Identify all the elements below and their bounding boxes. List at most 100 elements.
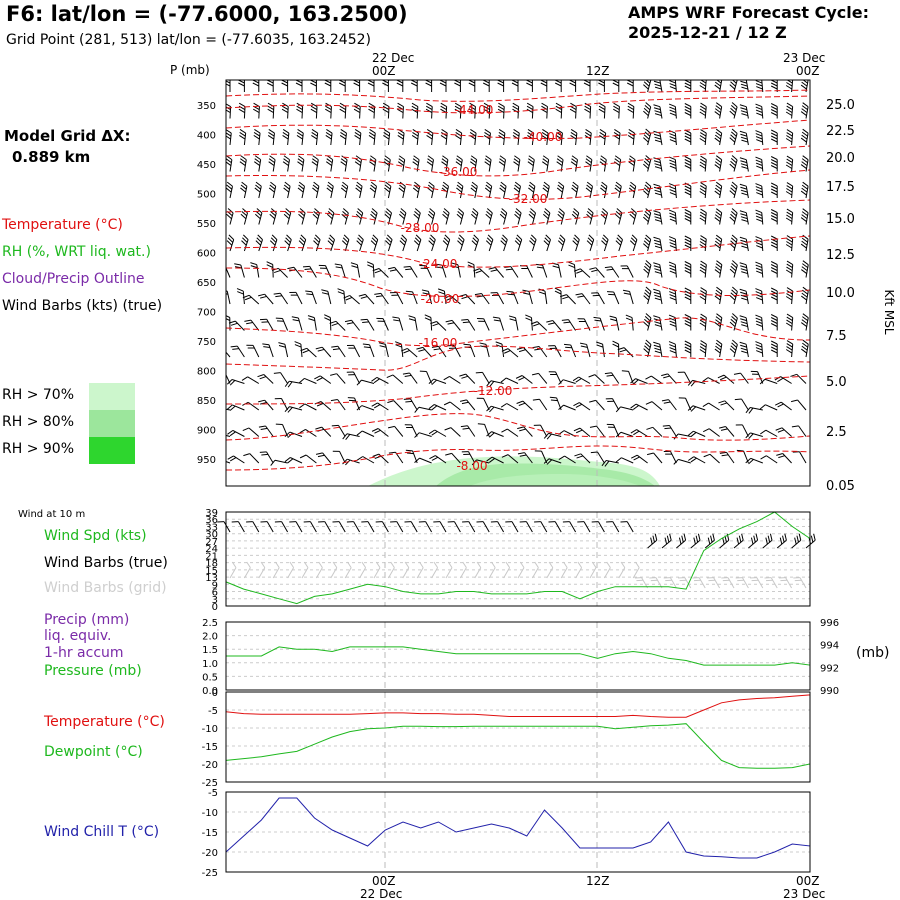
xs-barb-10-16-staff [453,345,461,358]
xs-barb-1-22-staff [546,106,548,119]
xs-barb-10-1-staff [236,345,245,358]
xs-barb-0-21-flag-2 [526,82,533,87]
xs-barb-9-37-flag-3 [756,323,763,327]
xs-barb-12-11-flag-0 [371,402,378,407]
xs-barb-7-36-staff [745,264,749,278]
xs-barb-10-3-flag-1 [263,346,271,349]
xs-barb-13-35-flag-1 [720,428,728,431]
height-ticks: 25.022.520.017.515.012.510.07.55.02.50.0… [826,98,855,494]
contour-label-3: -32.00 [509,192,548,206]
wind10-barb-true-39 [791,533,802,549]
xs-barb-5-12-flag-2 [399,213,405,220]
xs-barb-4-28-staff [632,186,637,199]
wind-tick-2: 33 [205,522,218,533]
xs-barb-9-2 [244,319,260,331]
xs-barb-6-29-staff [647,239,652,252]
xs-barb-11-9 [346,371,361,384]
xs-barb-8-19-flag-1 [492,294,499,297]
xs-barb-8-40-flag-1 [802,289,809,295]
xs-barb-7-14-flag-0 [419,265,427,267]
xs-barb-8-21 [522,289,533,305]
xs-barb-6-18-flag-1 [486,237,493,243]
xs-barb-3-10-flag-2 [369,161,376,166]
xs-barb-7-13-flag-0 [403,265,411,268]
xs-barb-2-39-flag-3 [785,138,793,143]
xs-barb-1-5-staff [301,106,304,119]
xs-barb-8-36-flag-1 [740,291,747,295]
legend-rh80-swatch [89,410,135,437]
xs-barb-3-34-flag-0 [715,155,722,161]
xs-barb-9-10 [360,318,375,331]
wind10-barb-true-5-staff [295,521,303,533]
xs-barb-13-35-staff [725,426,735,437]
xs-barb-9-4-staff [282,318,289,331]
xs-barb-12-29-flag-0 [630,403,637,409]
xs-barb-4-9-flag-0 [356,181,363,187]
xs-barb-14-12-flag-0 [388,451,396,454]
xs-barb-10-36-flag-0 [739,341,747,345]
xs-barb-5-21-flag-1 [529,210,536,217]
xs-barb-10-11-staff [384,344,389,358]
xs-barb-3-6 [311,155,319,172]
temperature-gridlines [226,709,810,765]
xs-barb-8-14 [421,289,433,305]
xs-barb-12-25 [573,402,591,411]
xs-barb-2-24-flag-2 [570,135,577,140]
xs-barb-2-4 [282,129,290,146]
height-tick-2: 20.0 [826,151,855,166]
xs-barb-12-25-staff [579,402,591,411]
xs-barb-11-3-flag-1 [259,376,267,380]
xs-barb-12-38-flag-0 [759,404,766,410]
xs-barb-1-7 [325,102,332,119]
xs-barb-9-11 [376,317,389,331]
xs-barb-12-20-staff [506,403,519,411]
xs-barb-6-17-flag-0 [473,234,479,240]
xs-barb-11-17 [459,373,476,384]
xs-barb-7-39-flag-2 [786,266,793,271]
xs-barb-3-19-flag-2 [498,161,505,166]
xs-barb-3-35-flag-1 [730,157,737,164]
xs-barb-7-35-staff [733,264,738,278]
xs-barb-2-17 [469,129,477,146]
xs-barb-10-30-staff [659,344,663,358]
xs-barb-1-36-staff [745,106,749,119]
xs-barb-12-28-staff [620,406,634,411]
xs-barb-3-34-flag-3 [714,164,721,169]
xs-barb-7-6-flag-1 [304,268,312,270]
xs-barb-9-25-flag-1 [578,320,586,323]
xs-barb-8-39-flag-0 [786,287,793,292]
xs-barb-6-9-flag-2 [356,240,362,246]
xs-barb-3-40-flag-2 [801,161,808,166]
height-axis-label: Kft MSL [882,289,896,334]
xs-barb-10-9-staff [353,345,361,358]
xs-barb-10-27 [612,340,620,358]
wind10-barb-grid-28 [632,561,640,579]
wind10-barb-true-4-staff [281,521,289,533]
xs-barb-12-35-flag-0 [718,400,725,404]
xs-barb-1-38-flag-0 [770,103,778,107]
xs-barb-6-26-flag-1 [602,237,608,243]
wind10-barb-true-28-staff [626,521,634,533]
xs-barb-5-5-staff [301,212,306,225]
wind10-barb-true-11-staff [381,521,389,533]
xs-barb-6-30-flag-2 [654,242,662,246]
xs-barb-3-35-flag-2 [730,160,736,167]
xs-barb-11-31 [661,373,677,384]
xs-barb-1-19-staff [503,106,505,119]
xs-barb-10-21-staff [523,347,533,358]
xs-barb-6-16 [457,234,465,252]
xs-barb-6-7-flag-0 [329,234,335,240]
xs-barb-9-25-flag-0 [577,318,585,320]
xs-barb-10-29-flag-1 [644,342,651,348]
wind10-barb-true-34-flag-2 [722,537,725,545]
xs-barb-6-10-flag-2 [370,240,377,246]
xs-barb-8-21-flag-1 [523,292,530,295]
xs-barb-5-32-flag-1 [684,212,692,216]
xs-barb-11-15-staff [433,378,447,384]
xs-barb-4-21 [528,181,536,199]
xs-barb-1-9-staff [359,106,361,119]
xs-barb-5-6-staff [315,212,320,225]
xs-barb-8-20-staff [512,291,519,305]
xs-barb-9-9-flag-0 [344,319,352,323]
xs-barb-7-32-flag-1 [684,264,692,268]
